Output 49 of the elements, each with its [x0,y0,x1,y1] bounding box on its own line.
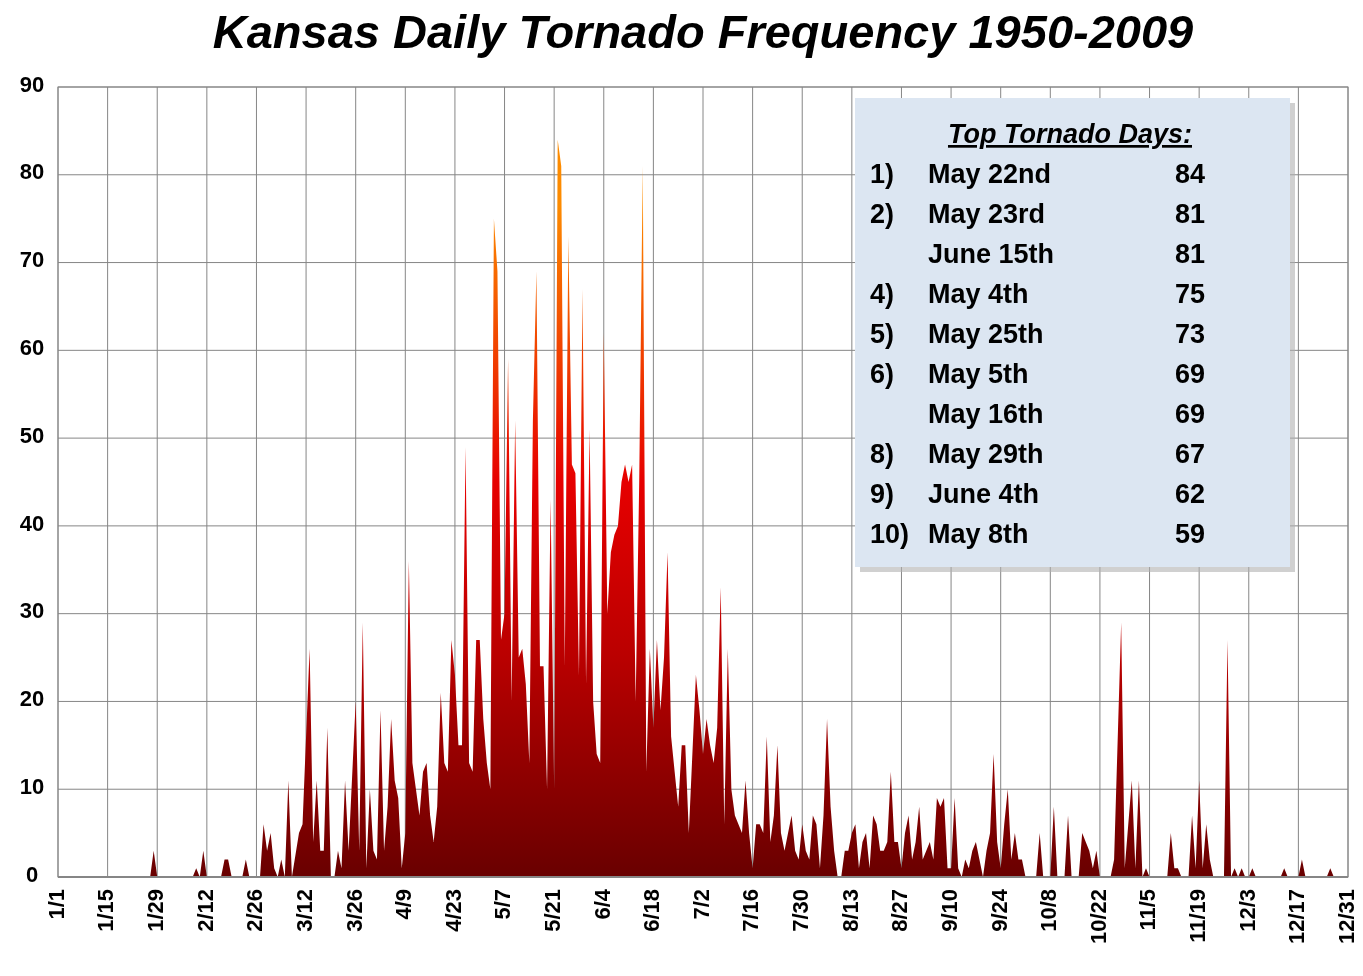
x-tick-label: 6/18 [639,889,665,932]
annotation: Top Tornado Days: [947,119,1193,149]
y-tick-label: 10 [19,773,45,799]
x-tick-label: 1/1 [43,889,69,920]
x-tick-label: 7/2 [688,889,714,920]
x-tick-label: 8/27 [887,889,913,932]
text: 2) May 23rd 81 [870,199,1206,229]
text: 8) May 29th 67 [870,439,1206,469]
x-tick-label: 8/13 [837,889,863,932]
chart-title: Kansas Daily Tornado Frequency 1950-2009 [212,5,1194,58]
x-tick-label: 7/16 [738,889,764,932]
x-tick-label: 1/15 [93,889,119,932]
x-tick-label: 2/26 [242,889,268,932]
x-tick-label: 9/10 [936,889,962,932]
x-tick-label: 9/24 [986,888,1012,932]
x-tick-label: 10/8 [1036,889,1062,932]
x-tick-label: 3/12 [291,889,317,932]
y-tick-label: 30 [19,598,45,624]
x-tick-label: 3/26 [341,889,367,932]
x-tick-label: 2/12 [192,889,218,932]
text: 9) June 4th 62 [870,479,1206,509]
x-tick-label: 5/7 [490,889,516,920]
x-tick-label: 1/29 [143,889,169,932]
text: 5) May 25th 73 [870,319,1206,349]
text: May 16th 69 [928,399,1206,429]
y-tick-label: 0 [25,861,39,887]
x-tick-label: 12/3 [1234,889,1260,932]
text: 10) May 8th 59 [870,519,1206,549]
x-tick-label: 4/9 [391,889,417,920]
x-tick-label: 5/21 [539,889,565,932]
text: June 15th 81 [928,239,1206,269]
x-tick-label: 6/4 [589,888,615,920]
y-tick-label: 20 [19,686,45,712]
text: 4) May 4th 75 [870,279,1206,309]
x-tick-label: 4/23 [440,889,466,932]
x-tick-label: 12/17 [1284,889,1310,945]
x-tick-label: 11/19 [1184,889,1210,943]
text: 6) May 5th 69 [870,359,1206,389]
text: 1) May 22nd 84 [870,159,1206,189]
y-tick-label: 80 [19,159,45,185]
x-tick-label: 12/31 [1333,889,1359,945]
y-tick-label: 70 [19,247,45,273]
y-tick-label: 50 [19,422,45,448]
x-tick-label: 7/30 [788,889,814,932]
x-tick-label: 10/22 [1085,889,1111,945]
x-tick-label: 11/5 [1135,889,1161,931]
y-tick-label: 60 [19,335,45,361]
y-tick-label: 90 [19,71,45,97]
y-tick-label: 40 [19,510,45,536]
